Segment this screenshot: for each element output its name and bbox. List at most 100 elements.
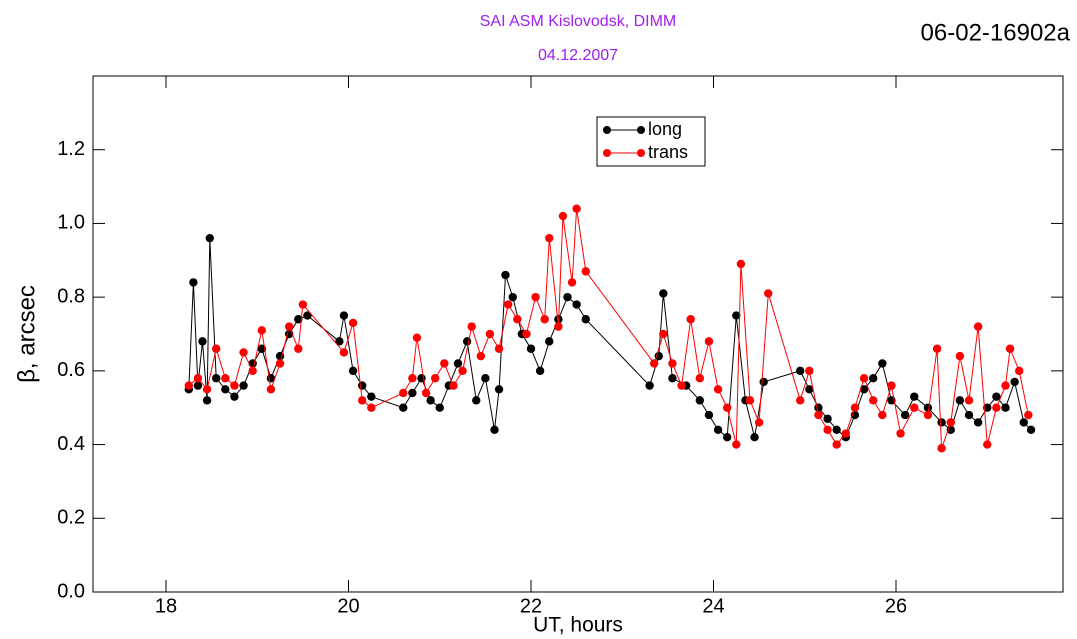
data-point (750, 433, 759, 442)
data-point (900, 410, 910, 420)
data-point (248, 366, 257, 376)
data-point (695, 374, 705, 383)
y-tick-label: 1.0 (57, 212, 85, 234)
data-point (357, 381, 367, 390)
data-point (239, 381, 248, 390)
data-point (508, 292, 517, 302)
y-axis-label: β, arcsec (13, 285, 40, 383)
legend-marker (603, 126, 611, 134)
data-point (558, 211, 568, 221)
data-point (1019, 418, 1028, 427)
data-point (339, 348, 349, 357)
data-point (490, 425, 499, 435)
data-point (1010, 377, 1019, 387)
data-point (1001, 403, 1010, 412)
data-point (513, 315, 522, 324)
x-tick-label: 26 (885, 595, 907, 617)
data-point (955, 351, 965, 361)
data-point (294, 315, 303, 324)
legend-marker (603, 149, 611, 157)
data-point (1005, 344, 1015, 353)
data-point (713, 425, 723, 435)
x-axis-label: UT, hours (533, 614, 623, 637)
data-point (563, 292, 572, 302)
data-point (189, 278, 198, 287)
x-tick-label: 20 (337, 595, 359, 617)
data-point (754, 418, 764, 427)
data-point (554, 322, 563, 331)
data-point (205, 233, 215, 243)
data-point (572, 300, 581, 309)
data-point (335, 337, 344, 346)
data-point (868, 374, 878, 383)
data-point (878, 359, 887, 368)
data-point (481, 374, 490, 383)
annotation: 06-02-16902a (921, 19, 1071, 46)
data-point (937, 418, 946, 427)
data-point (453, 359, 463, 368)
data-point (275, 359, 285, 368)
data-point (198, 337, 207, 346)
data-point (859, 374, 869, 383)
data-point (910, 403, 919, 412)
data-point (937, 444, 946, 453)
data-point (221, 385, 230, 394)
y-tick-label: 0.2 (57, 507, 85, 529)
data-point (923, 410, 933, 420)
data-point (973, 322, 983, 331)
data-point (408, 388, 417, 398)
data-point (964, 396, 974, 405)
data-point (732, 440, 741, 449)
data-point (581, 267, 590, 276)
data-point (805, 366, 814, 376)
data-point (284, 322, 294, 331)
data-point (408, 374, 417, 383)
data-point (823, 425, 832, 435)
data-point (193, 374, 203, 383)
data-point (467, 322, 476, 331)
x-tick-label: 24 (702, 595, 724, 617)
data-point (910, 392, 919, 401)
data-point (795, 396, 805, 405)
data-point (572, 204, 581, 213)
data-point (992, 403, 1001, 412)
data-point (759, 377, 768, 387)
data-point (1014, 366, 1024, 376)
y-tick-label: 0.6 (57, 359, 85, 381)
plot-frame (92, 75, 1064, 593)
data-point (659, 329, 668, 339)
data-point (964, 410, 974, 420)
data-point (887, 381, 896, 390)
data-point (485, 329, 495, 339)
data-point (732, 311, 741, 320)
data-point (348, 366, 358, 376)
legend-label: long (648, 119, 682, 139)
data-point (501, 270, 510, 280)
data-point (522, 329, 531, 339)
data-point (850, 403, 860, 412)
data-point (649, 359, 659, 368)
data-point (248, 359, 257, 368)
data-point (983, 403, 992, 412)
data-point (449, 381, 458, 390)
data-point (476, 351, 486, 361)
y-tick-label: 0.0 (57, 580, 85, 602)
data-point (193, 381, 203, 390)
data-point (440, 359, 449, 368)
data-point (535, 366, 545, 376)
data-point (1024, 410, 1033, 420)
data-point (668, 374, 677, 383)
y-tick-label: 1.2 (57, 138, 85, 160)
data-point (745, 396, 755, 405)
data-point (348, 318, 358, 328)
data-point (1001, 381, 1010, 390)
data-point (230, 392, 239, 401)
data-point (1026, 425, 1036, 435)
legend-box (596, 116, 706, 167)
data-point (923, 403, 933, 412)
data-point (526, 344, 536, 353)
data-point (878, 410, 887, 420)
data-point (567, 278, 577, 287)
data-point (298, 300, 308, 309)
x-tick-label: 18 (155, 595, 177, 617)
